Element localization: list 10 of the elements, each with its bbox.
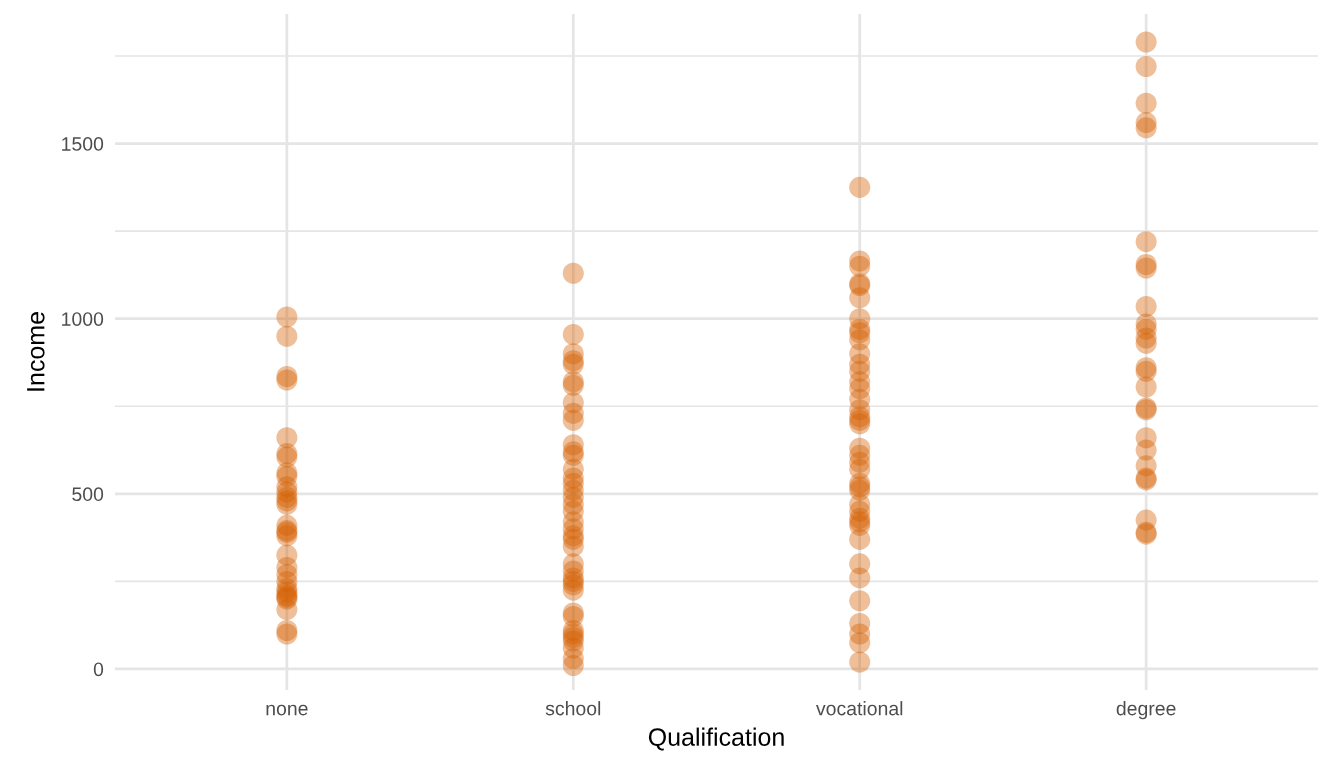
y-axis-title: Income xyxy=(27,312,45,391)
x-tick-label: degree xyxy=(1116,701,1176,720)
x-axis-title: Qualification xyxy=(648,727,784,751)
y-tick-label: 1000 xyxy=(62,312,104,326)
x-tick-label: none xyxy=(266,704,308,716)
x-tick-label: school xyxy=(545,701,601,716)
x-tick-label: vocational xyxy=(816,701,903,716)
y-tick-label: 0 xyxy=(93,662,104,677)
y-tick-label: 1500 xyxy=(62,137,104,151)
y-tick-label: 500 xyxy=(72,487,104,502)
